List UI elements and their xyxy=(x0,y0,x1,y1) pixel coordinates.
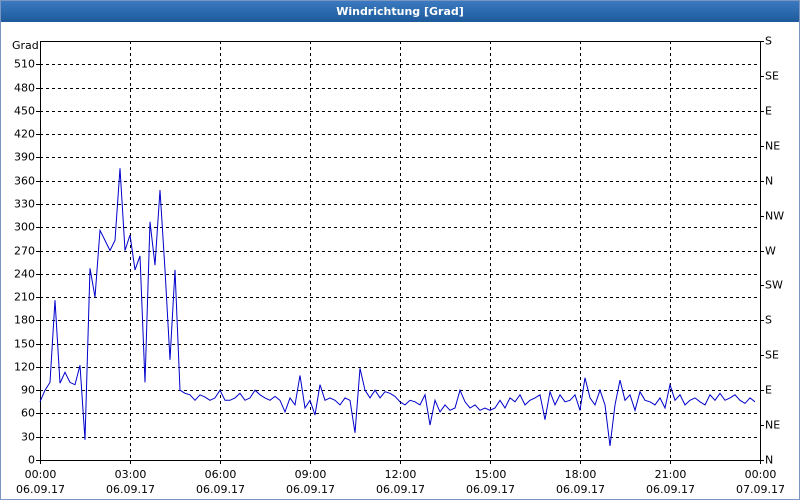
y2-tick-label: NE xyxy=(765,140,780,153)
x-tick-date: 06.09.17 xyxy=(286,483,335,496)
y2-tick-label: E xyxy=(765,384,772,397)
y-tick-label: 450 xyxy=(14,105,35,118)
y2-tick-label: S xyxy=(765,314,772,327)
x-tick-label: 03:00 xyxy=(115,468,147,481)
y2-tick-label: S xyxy=(765,35,772,48)
title-bar: Windrichtung [Grad] xyxy=(1,1,799,22)
x-tick-date: 06.09.17 xyxy=(16,483,65,496)
x-tick-date: 06.09.17 xyxy=(376,483,425,496)
y-tick-label: 120 xyxy=(14,361,35,374)
y-tick-label: 30 xyxy=(21,431,35,444)
x-tick-label: 00:00 xyxy=(25,468,57,481)
y2-tick-label: N xyxy=(765,175,773,188)
x-tick-label: 06:00 xyxy=(205,468,237,481)
y2-tick-label: SE xyxy=(765,70,779,83)
y-tick-label: 90 xyxy=(21,384,35,397)
y2-tick-label: E xyxy=(765,105,772,118)
y-tick-label: 300 xyxy=(14,221,35,234)
x-tick-date: 07.09.17 xyxy=(736,483,785,496)
y-tick-label: 210 xyxy=(14,291,35,304)
y-axis-label: Grad xyxy=(12,39,39,52)
y-tick-label: 60 xyxy=(21,407,35,420)
x-tick-label: 12:00 xyxy=(385,468,417,481)
x-tick-label: 09:00 xyxy=(295,468,327,481)
x-tick-label: 21:00 xyxy=(655,468,687,481)
y2-tick-label: NE xyxy=(765,419,780,432)
x-tick-date: 06.09.17 xyxy=(646,483,695,496)
y2-tick-label: SW xyxy=(765,279,783,292)
x-tick-label: 00:00 xyxy=(745,468,777,481)
y-tick-label: 360 xyxy=(14,175,35,188)
x-tick-date: 06.09.17 xyxy=(106,483,155,496)
y-tick-label: 180 xyxy=(14,314,35,327)
plot-frame xyxy=(40,41,761,461)
y-tick-label: 510 xyxy=(14,58,35,71)
x-tick-label: 15:00 xyxy=(475,468,507,481)
y-tick-label: 390 xyxy=(14,151,35,164)
y-tick-label: 480 xyxy=(14,82,35,95)
x-tick-label: 18:00 xyxy=(565,468,597,481)
data-line xyxy=(39,168,756,447)
x-tick-date: 06.09.17 xyxy=(556,483,605,496)
x-tick-date: 06.09.17 xyxy=(196,483,245,496)
y2-tick-label: W xyxy=(765,245,776,258)
y-tick-label: 150 xyxy=(14,338,35,351)
y-tick-label: 420 xyxy=(14,128,35,141)
y-tick-label: 330 xyxy=(14,198,35,211)
y2-tick-label: N xyxy=(765,454,773,467)
y2-tick-label: NW xyxy=(765,210,784,223)
y-tick-label: 240 xyxy=(14,268,35,281)
y-tick-label: 0 xyxy=(28,454,35,467)
x-tick-date: 06.09.17 xyxy=(466,483,515,496)
y2-tick-label: SE xyxy=(765,349,779,362)
y-tick-label: 270 xyxy=(14,245,35,258)
